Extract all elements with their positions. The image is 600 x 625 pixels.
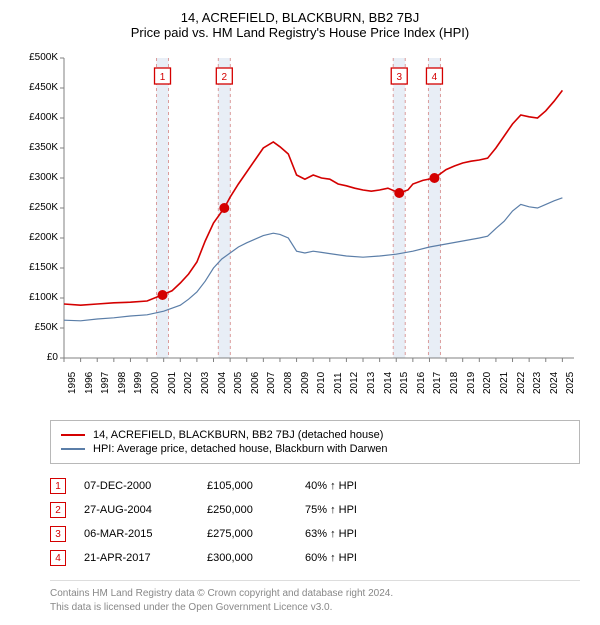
y-axis-label: £400K — [22, 112, 58, 123]
y-axis-label: £50K — [22, 322, 58, 333]
sale-price: £250,000 — [207, 504, 287, 516]
y-axis-label: £200K — [22, 232, 58, 243]
x-axis-label: 2017 — [432, 372, 443, 394]
y-axis-label: £250K — [22, 202, 58, 213]
legend-row: 14, ACREFIELD, BLACKBURN, BB2 7BJ (detac… — [61, 429, 569, 441]
x-axis-label: 2004 — [217, 372, 228, 394]
x-axis-label: 2009 — [300, 372, 311, 394]
x-axis-label: 2006 — [250, 372, 261, 394]
chart-subtitle: Price paid vs. HM Land Registry's House … — [10, 25, 590, 40]
footer-line-1: Contains HM Land Registry data © Crown c… — [50, 587, 580, 601]
sale-row: 1 07-DEC-2000 £105,000 40% ↑ HPI — [50, 474, 580, 498]
x-axis-label: 1999 — [133, 372, 144, 394]
x-axis-label: 2011 — [333, 372, 344, 394]
sale-pct: 75% ↑ HPI — [305, 504, 405, 516]
footer-note: Contains HM Land Registry data © Crown c… — [50, 580, 580, 615]
chart-area: 1 2 3 4 £0 £50K £100K £150K £200K £250K £300K £350… — [20, 48, 580, 408]
y-axis-label: £300K — [22, 172, 58, 183]
sale-date: 06-MAR-2015 — [84, 528, 189, 540]
y-axis-label: £350K — [22, 142, 58, 153]
x-axis-label: 2014 — [383, 372, 394, 394]
x-axis-label: 1998 — [117, 372, 128, 394]
sale-pct: 60% ↑ HPI — [305, 552, 405, 564]
x-axis-label: 2018 — [449, 372, 460, 394]
x-axis-label: 2015 — [399, 372, 410, 394]
sale-price: £300,000 — [207, 552, 287, 564]
y-axis-label: £100K — [22, 292, 58, 303]
x-axis-label: 2016 — [416, 372, 427, 394]
sale-pct: 63% ↑ HPI — [305, 528, 405, 540]
legend-row: HPI: Average price, detached house, Blac… — [61, 443, 569, 455]
legend-label: 14, ACREFIELD, BLACKBURN, BB2 7BJ (detac… — [93, 429, 383, 441]
x-axis-label: 2024 — [549, 372, 560, 394]
x-axis-label: 2021 — [499, 372, 510, 394]
svg-text:2: 2 — [222, 72, 228, 83]
y-axis-label: £500K — [22, 52, 58, 63]
y-axis-label: £450K — [22, 82, 58, 93]
sale-row: 4 21-APR-2017 £300,000 60% ↑ HPI — [50, 546, 580, 570]
x-axis-label: 2003 — [200, 372, 211, 394]
x-axis-label: 2019 — [466, 372, 477, 394]
x-axis-label: 2023 — [532, 372, 543, 394]
sale-marker-number: 1 — [50, 478, 66, 494]
legend-box: 14, ACREFIELD, BLACKBURN, BB2 7BJ (detac… — [50, 420, 580, 464]
x-axis-label: 2001 — [167, 372, 178, 394]
sale-marker-number: 2 — [50, 502, 66, 518]
sale-price: £275,000 — [207, 528, 287, 540]
sale-row: 3 06-MAR-2015 £275,000 63% ↑ HPI — [50, 522, 580, 546]
chart-title: 14, ACREFIELD, BLACKBURN, BB2 7BJ — [10, 10, 590, 25]
sale-price: £105,000 — [207, 480, 287, 492]
x-axis-label: 2005 — [233, 372, 244, 394]
footer-line-2: This data is licensed under the Open Gov… — [50, 601, 580, 615]
x-axis-label: 1995 — [67, 372, 78, 394]
svg-text:1: 1 — [160, 72, 166, 83]
sale-marker-number: 4 — [50, 550, 66, 566]
sale-row: 2 27-AUG-2004 £250,000 75% ↑ HPI — [50, 498, 580, 522]
sale-marker-number: 3 — [50, 526, 66, 542]
x-axis-label: 2012 — [349, 372, 360, 394]
svg-text:3: 3 — [396, 72, 402, 83]
sale-date: 07-DEC-2000 — [84, 480, 189, 492]
x-axis-label: 1997 — [100, 372, 111, 394]
legend-swatch — [61, 434, 85, 436]
sale-date: 27-AUG-2004 — [84, 504, 189, 516]
x-axis-label: 2007 — [266, 372, 277, 394]
chart-svg: 1 2 3 4 — [20, 48, 580, 368]
x-axis-label: 2020 — [482, 372, 493, 394]
x-axis-label: 2013 — [366, 372, 377, 394]
y-axis-label: £150K — [22, 262, 58, 273]
legend-label: HPI: Average price, detached house, Blac… — [93, 443, 388, 455]
svg-text:4: 4 — [432, 72, 438, 83]
sale-date: 21-APR-2017 — [84, 552, 189, 564]
x-axis-label: 2002 — [183, 372, 194, 394]
x-axis-label: 2000 — [150, 372, 161, 394]
x-axis-label: 2010 — [316, 372, 327, 394]
x-axis-label: 2025 — [565, 372, 576, 394]
x-axis-label: 1996 — [84, 372, 95, 394]
legend-swatch — [61, 448, 85, 450]
x-axis-label: 2022 — [516, 372, 527, 394]
sale-pct: 40% ↑ HPI — [305, 480, 405, 492]
sales-table: 1 07-DEC-2000 £105,000 40% ↑ HPI 2 27-AUG-200… — [50, 474, 580, 570]
y-axis-label: £0 — [22, 352, 58, 363]
x-axis-label: 2008 — [283, 372, 294, 394]
